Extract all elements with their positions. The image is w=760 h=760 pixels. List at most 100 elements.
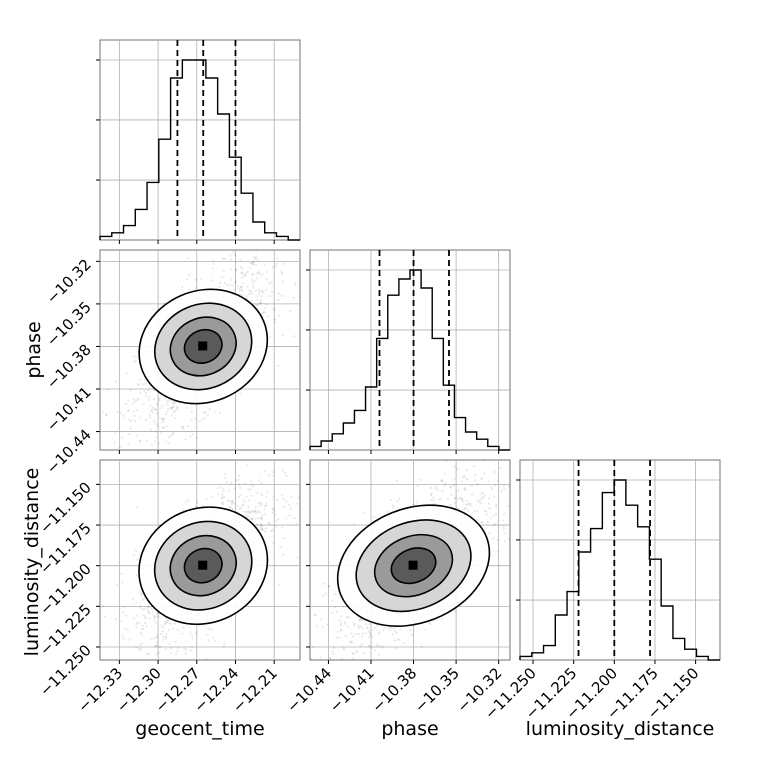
sample-point: [230, 284, 234, 287]
sample-point: [121, 634, 124, 637]
sample-point: [290, 241, 292, 243]
sample-point: [347, 616, 350, 619]
sample-point: [172, 401, 175, 404]
sample-point: [454, 496, 457, 499]
sample-point: [270, 290, 274, 294]
sample-point: [251, 262, 254, 265]
sample-point: [460, 498, 463, 501]
sample-point: [240, 285, 243, 288]
sample-point: [263, 311, 266, 314]
sample-point: [233, 288, 236, 291]
sample-point: [166, 400, 169, 403]
sample-point: [323, 708, 325, 710]
sample-point: [230, 482, 233, 485]
sample-point: [479, 498, 482, 501]
sample-point: [169, 647, 172, 650]
sample-point: [191, 433, 194, 436]
sample-point: [264, 530, 267, 533]
sample-point: [170, 400, 173, 403]
sample-point: [134, 549, 138, 552]
panel-contents: [96, 40, 300, 244]
sample-point: [235, 280, 238, 283]
sample-point: [273, 321, 276, 324]
sample-point: [246, 270, 249, 273]
contour-line: [153, 302, 253, 391]
sample-point: [361, 627, 364, 630]
sample-point: [147, 652, 150, 656]
sample-point: [277, 298, 280, 302]
sample-point: [139, 604, 142, 607]
sample-point: [265, 270, 269, 273]
sample-point: [434, 487, 437, 490]
sample-point: [261, 528, 264, 531]
sample-point: [260, 525, 263, 528]
sample-point: [222, 501, 225, 504]
sample-point: [443, 485, 446, 488]
sample-point: [189, 435, 192, 438]
sample-point: [250, 292, 254, 295]
sample-point: [159, 645, 162, 649]
sample-point: [135, 434, 138, 437]
sample-point: [245, 495, 248, 498]
sample-point: [312, 645, 315, 649]
sample-point: [182, 427, 185, 431]
sample-point: [222, 490, 225, 493]
sample-point: [255, 303, 258, 307]
sample-point: [258, 504, 261, 507]
sample-point: [247, 511, 250, 514]
sample-point: [386, 510, 389, 513]
sample-point: [210, 628, 213, 631]
sample-point: [273, 318, 277, 321]
sample-point: [281, 334, 284, 337]
sample-point: [301, 650, 303, 652]
sample-point: [503, 540, 506, 543]
sample-point: [261, 273, 264, 276]
sample-point: [181, 425, 184, 428]
sample-point: [435, 485, 438, 488]
sample-point: [266, 491, 269, 494]
sample-point: [223, 257, 226, 260]
sample-point: [145, 652, 149, 655]
sample-point: [259, 302, 262, 305]
sample-point: [483, 460, 486, 462]
sample-point: [185, 500, 188, 503]
sample-point: [463, 488, 466, 491]
y-tick-label: −10.35: [43, 298, 95, 350]
sample-point: [480, 521, 483, 524]
sample-point: [152, 614, 155, 617]
sample-point: [245, 513, 248, 517]
sample-point: [223, 281, 227, 284]
sample-point: [359, 625, 362, 628]
sample-point: [234, 281, 237, 285]
sample-point: [165, 621, 168, 624]
sample-point: [149, 612, 152, 615]
sample-point: [502, 519, 505, 522]
sample-point: [242, 504, 245, 507]
sample-point: [255, 511, 258, 514]
sample-point: [250, 278, 254, 281]
sample-point: [154, 636, 157, 639]
sample-point: [292, 296, 295, 300]
contour-line: [336, 504, 491, 627]
sample-point: [248, 289, 251, 292]
sample-point: [150, 607, 153, 611]
sample-point: [221, 257, 225, 260]
sample-point: [460, 497, 463, 500]
sample-point: [245, 510, 248, 513]
sample-point: [278, 314, 281, 317]
sample-point: [104, 414, 108, 417]
sample-point: [470, 485, 474, 488]
sample-point: [496, 550, 499, 553]
sample-point: [171, 432, 175, 435]
sample-point: [268, 473, 271, 477]
sample-point: [135, 646, 138, 649]
sample-point: [175, 653, 178, 656]
sample-point: [121, 581, 124, 584]
sample-point: [358, 619, 361, 622]
sample-point: [153, 662, 155, 664]
sample-point: [222, 488, 225, 491]
sample-point: [310, 657, 313, 660]
sample-point: [363, 651, 366, 655]
sample-point: [210, 495, 213, 498]
sample-point: [132, 398, 135, 401]
